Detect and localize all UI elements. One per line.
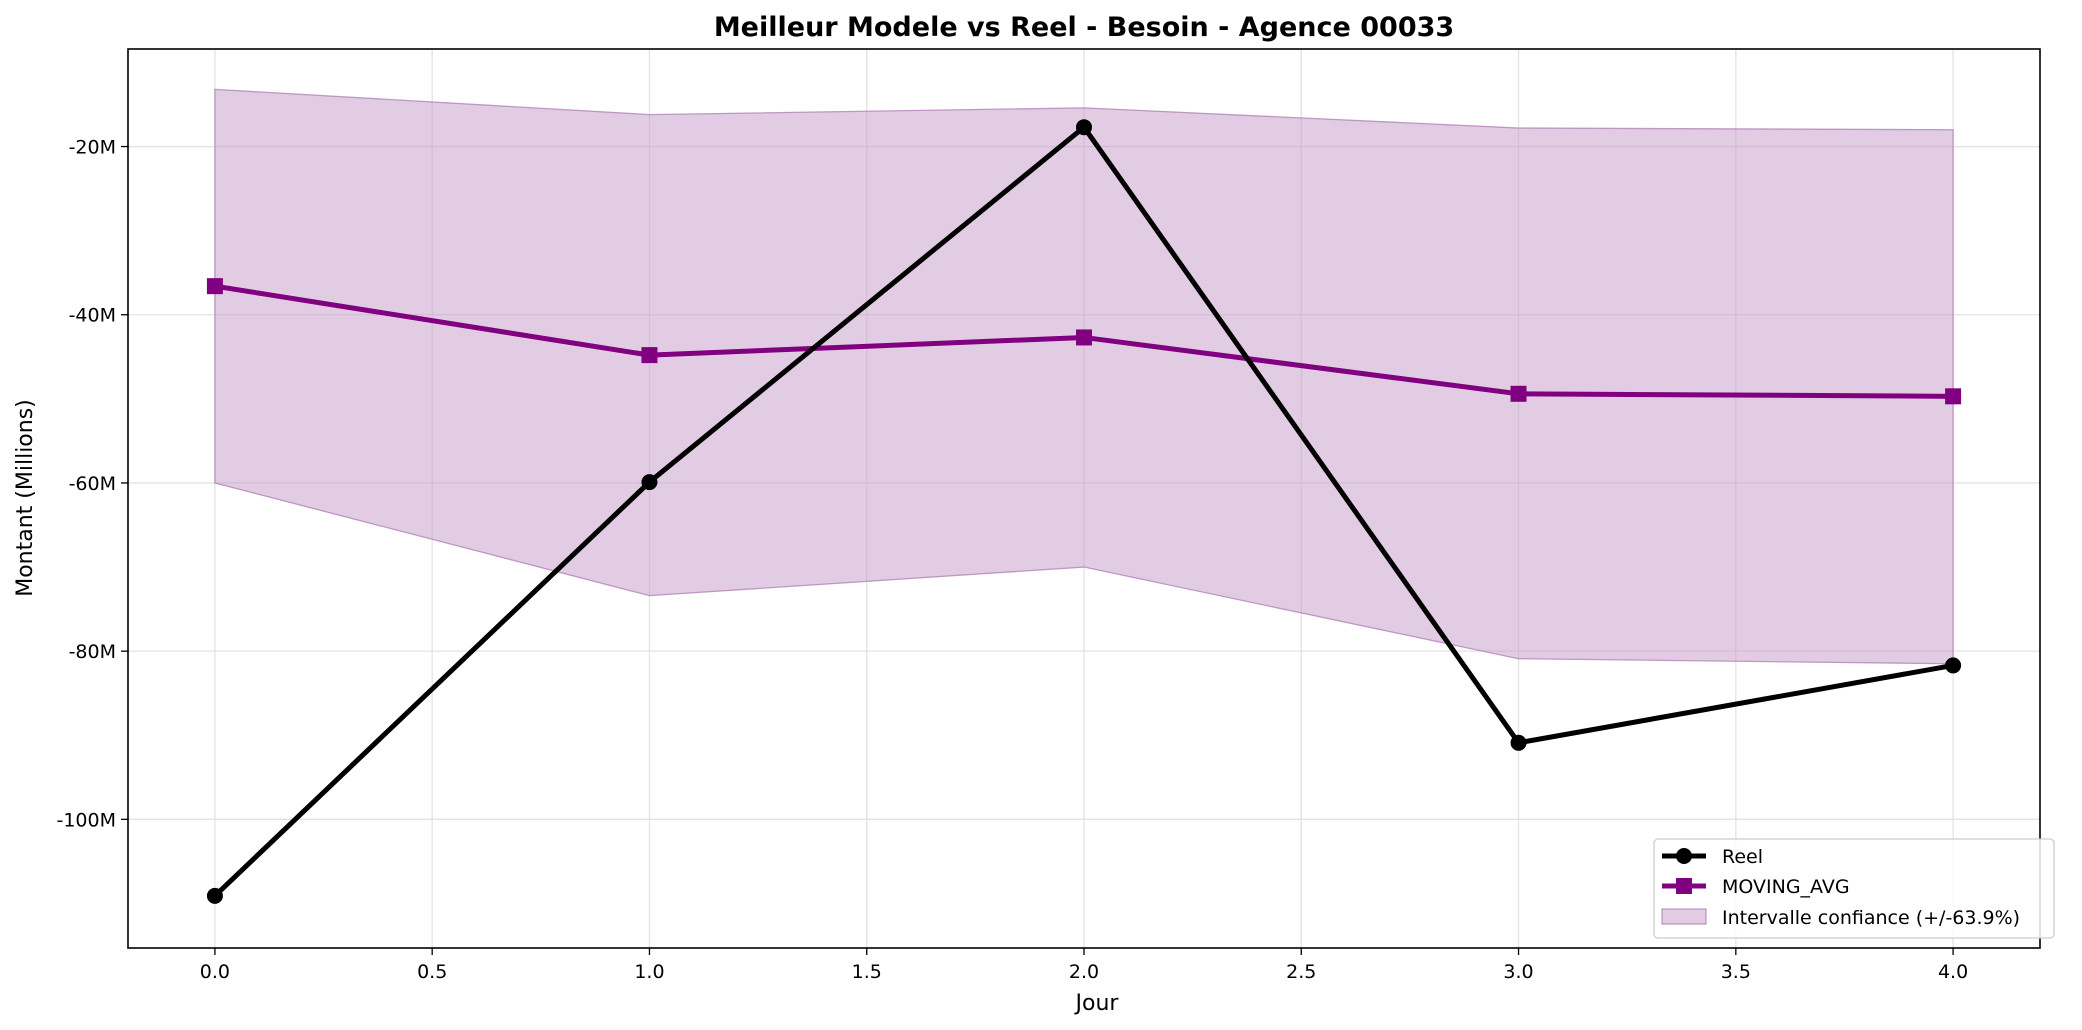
x-tick-label: 4.0 [1938, 961, 1968, 983]
data-point-reel [641, 474, 658, 491]
legend-swatch-band [1661, 908, 1707, 925]
y-tick-label: -100M [56, 809, 116, 831]
x-tick-label: 2.0 [1069, 961, 1099, 983]
data-point-moving-avg [1945, 388, 1962, 405]
data-point-reel [1510, 734, 1527, 751]
data-point-moving-avg [206, 278, 223, 295]
data-point-moving-avg [1510, 385, 1527, 402]
x-tick-label: 2.5 [1286, 961, 1316, 983]
y-tick-label: -60M [69, 473, 116, 495]
y-tick-label: -20M [69, 137, 116, 159]
legend-label-reel: Reel [1722, 846, 1763, 868]
x-tick-label: 1.0 [634, 961, 664, 983]
y-tick-label: -80M [69, 641, 116, 663]
legend-label-band: Intervalle confiance (+/-63.9%) [1722, 907, 2020, 929]
x-tick-label: 3.0 [1503, 961, 1533, 983]
data-point-moving-avg [641, 347, 658, 364]
chart-title: Meilleur Modele vs Reel - Besoin - Agenc… [714, 12, 1454, 43]
series [206, 119, 1962, 904]
legend-marker-reel [1676, 848, 1692, 864]
x-tick-label: 1.5 [852, 961, 882, 983]
legend: Reel MOVING_AVG Intervalle confiance (+/… [1653, 838, 2055, 939]
data-point-moving-avg [1076, 329, 1092, 346]
data-point-reel [1945, 657, 1962, 674]
data-point-reel [206, 887, 223, 904]
y-axis-title: Montant (Millions) [13, 399, 38, 597]
y-tick-label: -40M [69, 305, 116, 327]
x-tick-label: 0.5 [417, 961, 447, 983]
x-tick-label: 0.0 [200, 961, 230, 983]
legend-label-moving-avg: MOVING_AVG [1722, 876, 1850, 898]
data-point-reel [1076, 119, 1092, 136]
legend-marker-moving-avg [1676, 878, 1692, 894]
legend-box [1653, 838, 2055, 939]
ticks: 0.0 0.5 1.0 1.5 2.0 2.5 3.0 3.5 4.0 -100M -80M -60M… [56, 137, 1968, 983]
x-tick-label: 3.5 [1721, 961, 1751, 983]
x-axis-title: Jour [1074, 991, 1120, 1016]
